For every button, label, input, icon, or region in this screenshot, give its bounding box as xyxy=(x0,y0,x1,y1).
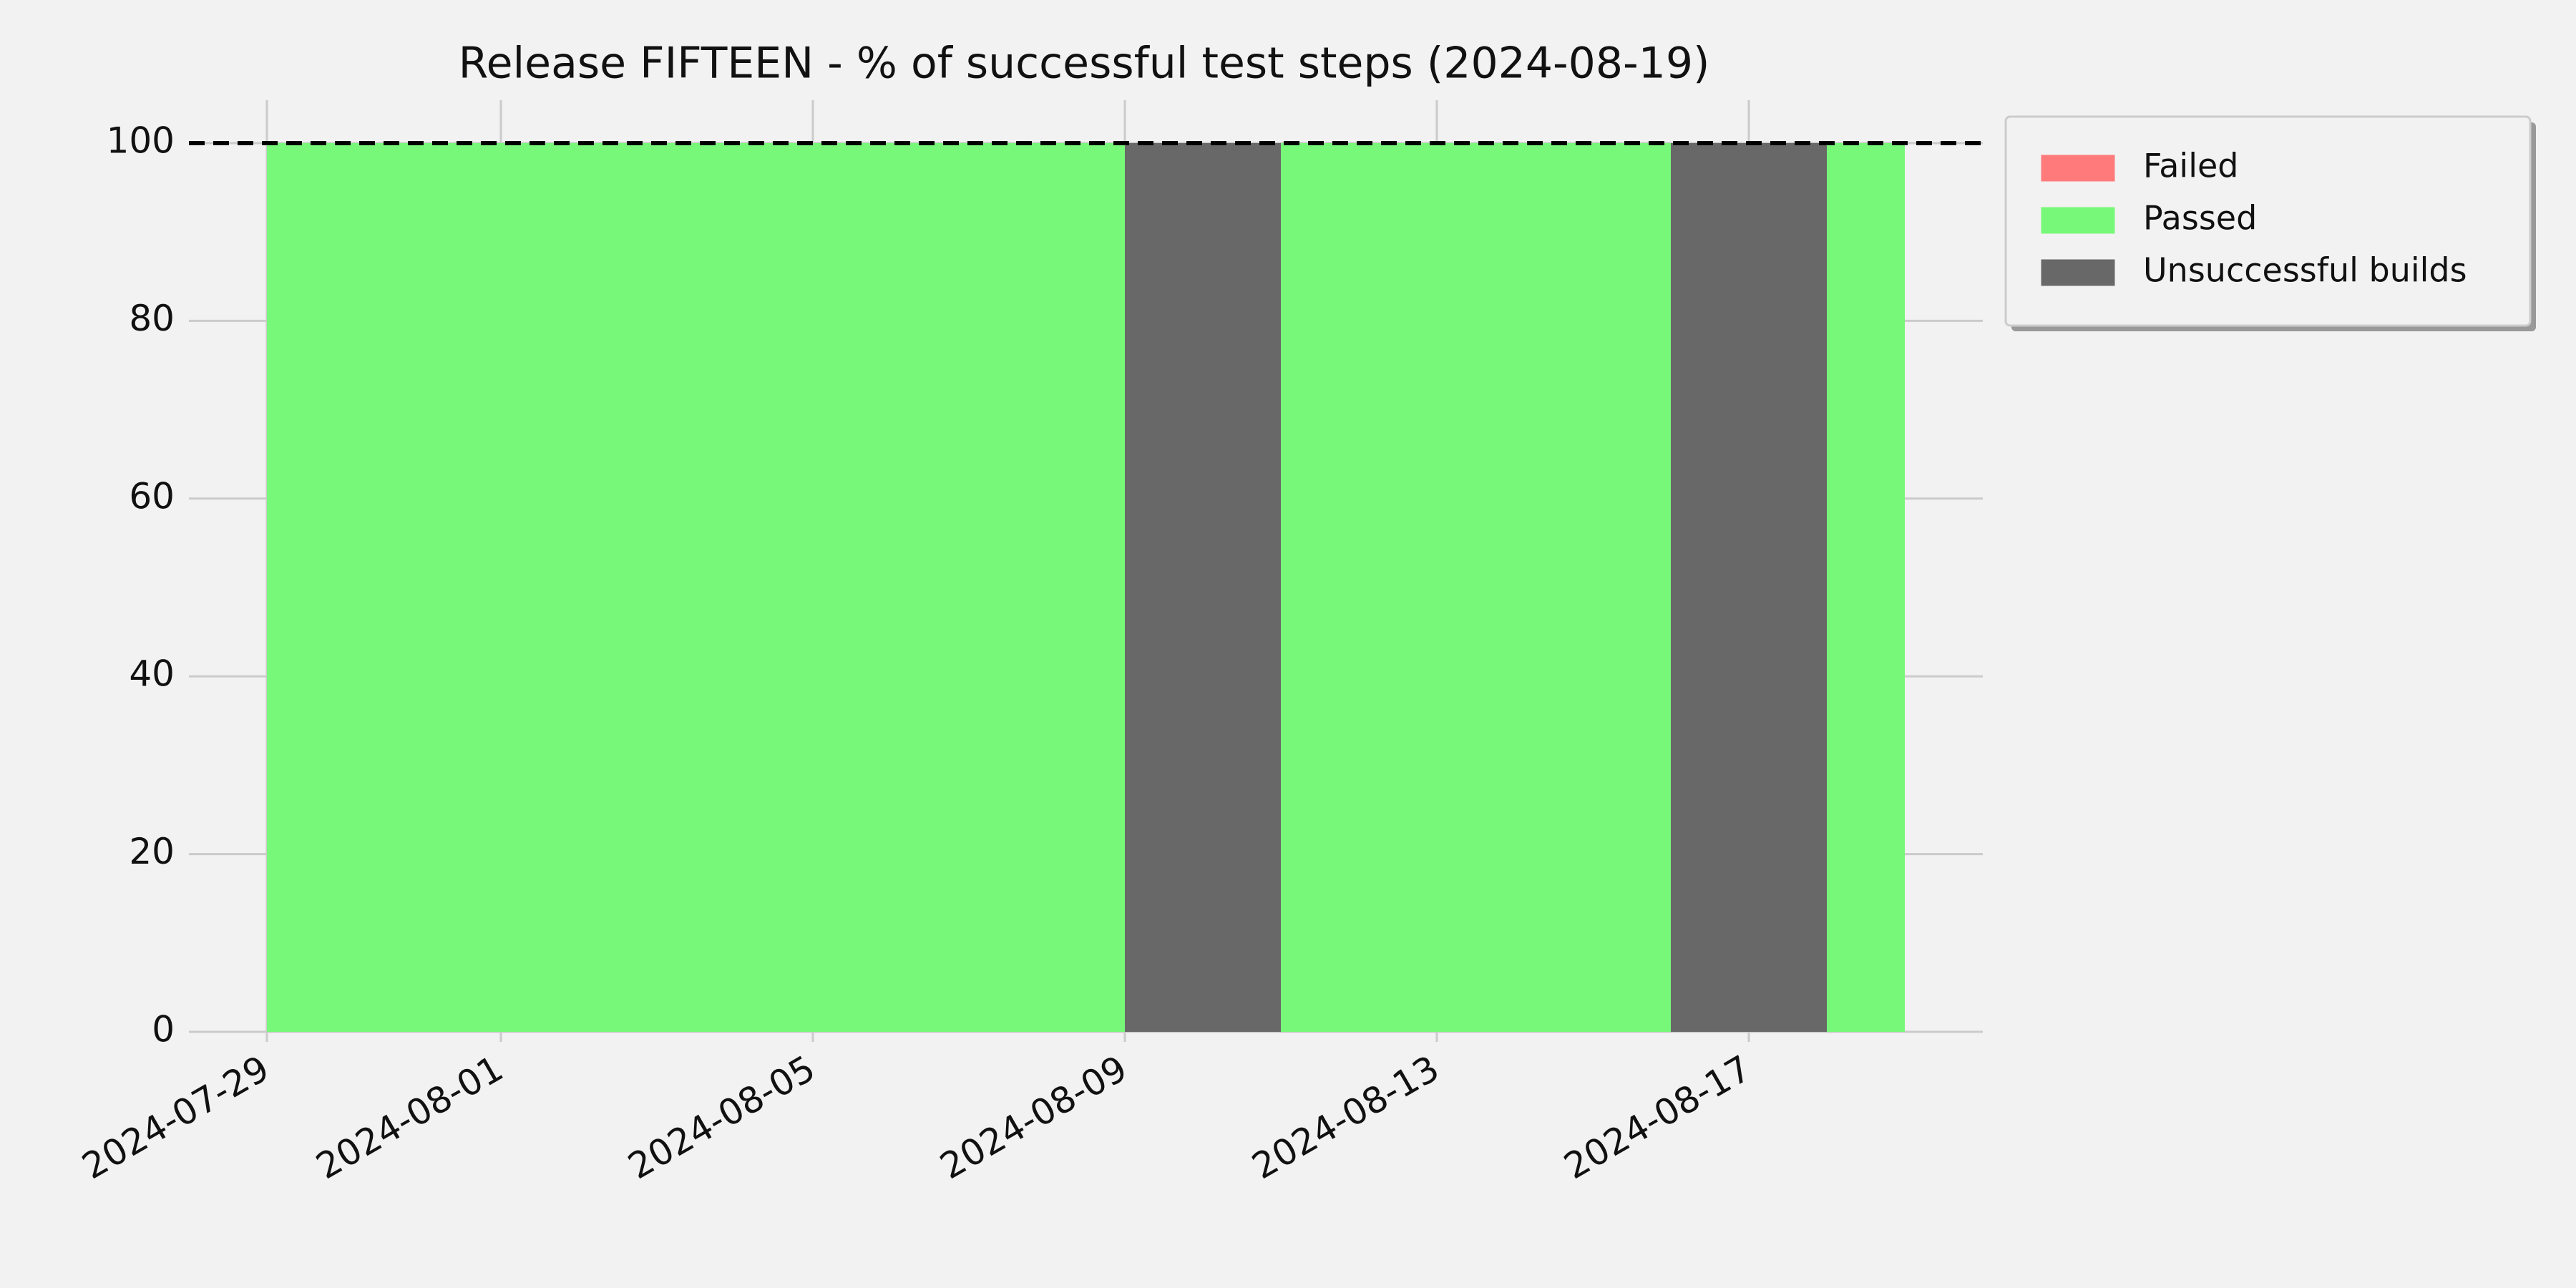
legend-swatch xyxy=(2041,259,2115,286)
legend-swatch xyxy=(2041,155,2115,182)
y-tick-label: 100 xyxy=(107,120,175,162)
bar-segment xyxy=(423,143,501,1032)
bar-segment xyxy=(1515,143,1593,1032)
bar-segment xyxy=(891,143,969,1032)
legend-label: Failed xyxy=(2143,147,2239,185)
bar-segment xyxy=(1281,143,1359,1032)
bar-segment xyxy=(1359,143,1437,1032)
bar-segment xyxy=(501,143,579,1032)
y-tick-label: 80 xyxy=(129,298,175,339)
y-tick-label: 20 xyxy=(129,831,175,872)
bar-segment xyxy=(813,143,891,1032)
bar-segment xyxy=(1047,143,1125,1032)
y-tick-label: 0 xyxy=(152,1009,175,1050)
bar-segment xyxy=(1671,143,1749,1032)
bar-segment xyxy=(657,143,735,1032)
legend xyxy=(2004,115,2532,327)
y-tick-label: 60 xyxy=(129,475,175,517)
legend-swatch xyxy=(2041,207,2115,234)
bar-segment xyxy=(1749,143,1827,1032)
bar-segment xyxy=(969,143,1047,1032)
chart-title: Release FIFTEEN - % of successful test s… xyxy=(459,39,1710,89)
bar-segment xyxy=(1203,143,1281,1032)
bar-segment xyxy=(1125,143,1203,1032)
bar-segment xyxy=(267,143,345,1032)
legend-label: Passed xyxy=(2143,199,2257,238)
bar-segment xyxy=(1437,143,1515,1032)
bar-segment xyxy=(1827,143,1905,1032)
y-tick-label: 40 xyxy=(129,653,175,695)
overlay: Failed Passed Unsuccessful builds xyxy=(189,115,2536,331)
bar-segment xyxy=(345,143,423,1032)
bar-segment xyxy=(579,143,657,1032)
bar-segment xyxy=(1593,143,1671,1032)
bars xyxy=(267,143,1905,1032)
legend-label: Unsuccessful builds xyxy=(2143,251,2467,290)
bar-segment xyxy=(735,143,813,1032)
